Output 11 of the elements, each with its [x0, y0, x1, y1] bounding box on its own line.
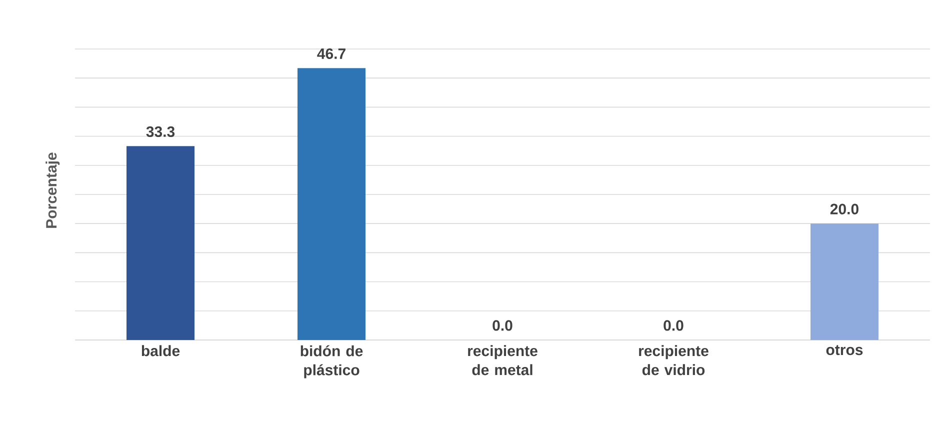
data-label: 0.0	[492, 320, 512, 331]
x-tick-label: bidón de plástico	[300, 345, 363, 378]
y-axis-title: Porcentaje	[46, 152, 60, 228]
data-label: 33.3	[146, 126, 175, 137]
data-label: 0.0	[664, 320, 684, 331]
x-tick-label: recipiente de metal	[468, 345, 538, 376]
data-label: 20.0	[830, 204, 858, 214]
x-tick-label: otros	[826, 345, 863, 356]
x-tick-label: recipiente de vidrio	[639, 345, 708, 376]
data-label: 46.7	[317, 48, 346, 59]
x-tick-label: balde	[142, 345, 180, 356]
